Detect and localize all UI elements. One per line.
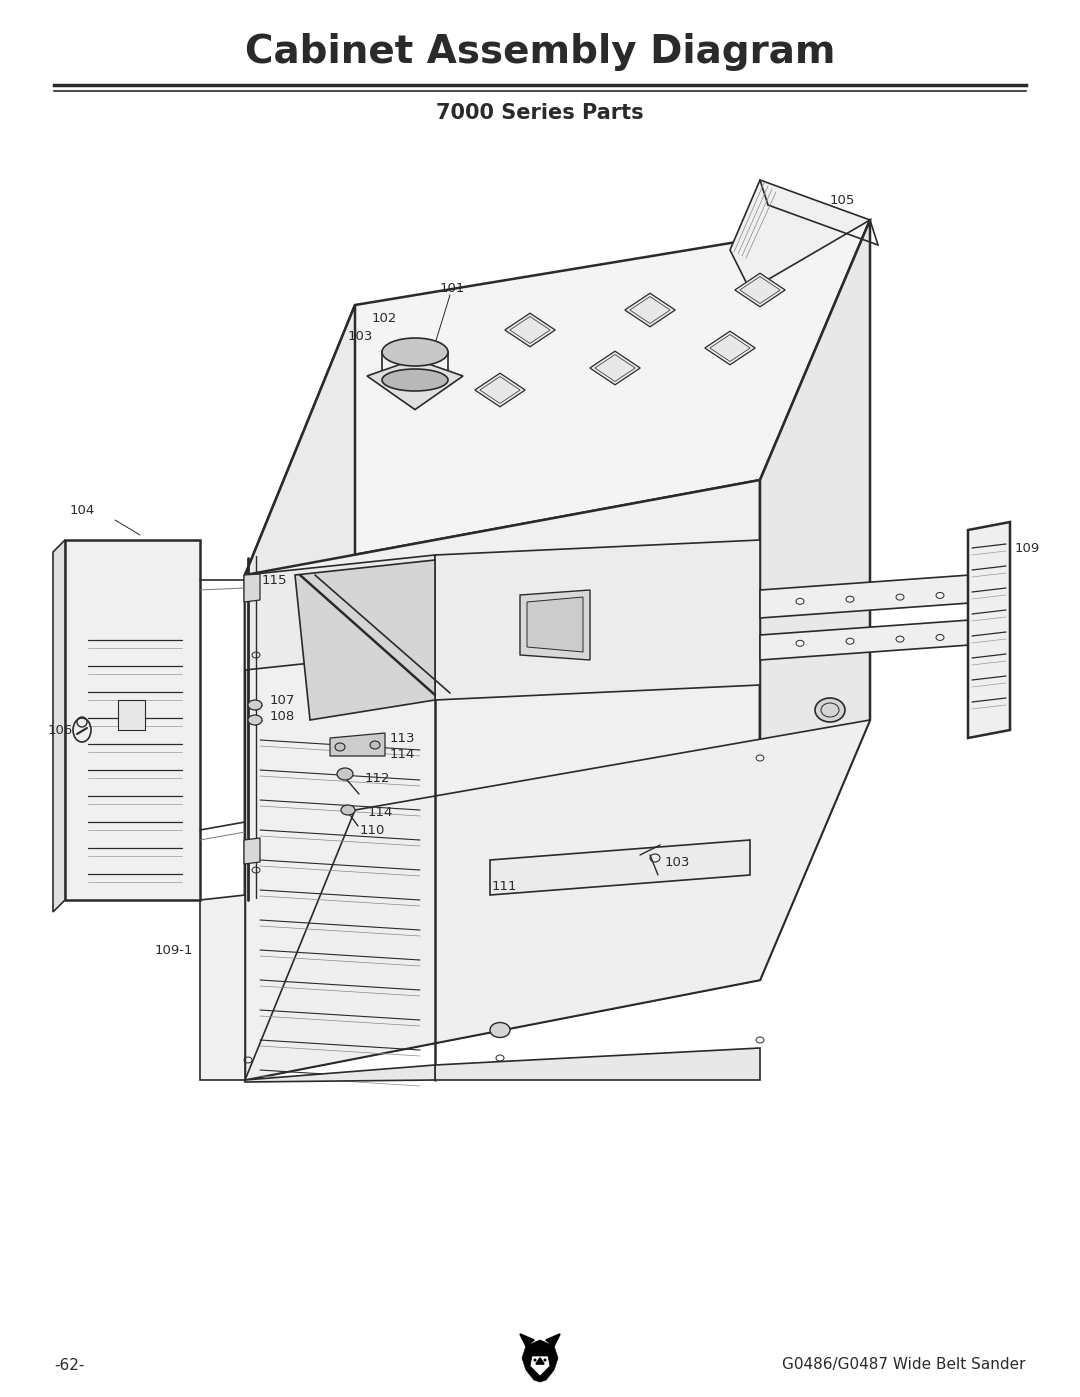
Text: 114: 114 (390, 747, 416, 760)
Polygon shape (490, 840, 750, 895)
Ellipse shape (248, 715, 262, 725)
Ellipse shape (815, 698, 845, 722)
Polygon shape (65, 541, 200, 900)
Polygon shape (522, 1340, 558, 1382)
Ellipse shape (337, 768, 353, 780)
Text: G0486/G0487 Wide Belt Sander: G0486/G0487 Wide Belt Sander (783, 1358, 1026, 1372)
Text: 7000 Series Parts: 7000 Series Parts (436, 103, 644, 123)
Text: 111: 111 (492, 880, 517, 893)
Text: 114: 114 (368, 806, 393, 819)
Text: 101: 101 (440, 282, 465, 295)
Polygon shape (245, 1065, 435, 1083)
Polygon shape (53, 541, 65, 912)
Polygon shape (519, 1334, 534, 1345)
Text: 104: 104 (70, 503, 95, 517)
Polygon shape (330, 733, 384, 756)
Text: 107: 107 (270, 693, 295, 707)
Ellipse shape (370, 740, 380, 749)
Ellipse shape (382, 338, 448, 366)
Ellipse shape (341, 805, 355, 814)
Polygon shape (590, 351, 640, 384)
Polygon shape (244, 574, 260, 602)
Text: 106: 106 (48, 724, 73, 736)
Polygon shape (245, 481, 760, 1080)
Polygon shape (245, 555, 435, 671)
Ellipse shape (534, 1358, 537, 1362)
Text: -62-: -62- (54, 1358, 84, 1372)
Polygon shape (519, 590, 590, 659)
Polygon shape (295, 560, 435, 719)
Polygon shape (475, 373, 525, 407)
Polygon shape (245, 305, 355, 1080)
Polygon shape (705, 331, 755, 365)
Polygon shape (760, 219, 870, 981)
Polygon shape (760, 620, 970, 659)
Text: 103: 103 (665, 856, 690, 869)
Text: 110: 110 (360, 823, 386, 837)
Polygon shape (530, 1356, 550, 1376)
Text: 112: 112 (365, 771, 391, 785)
Text: 103: 103 (348, 330, 374, 342)
Text: 113: 113 (390, 732, 416, 745)
Text: 115: 115 (262, 574, 287, 587)
Text: Cabinet Assembly Diagram: Cabinet Assembly Diagram (245, 34, 835, 71)
Polygon shape (734, 274, 785, 307)
Polygon shape (730, 180, 870, 291)
Polygon shape (536, 1358, 544, 1363)
Polygon shape (546, 1334, 561, 1345)
Ellipse shape (490, 1023, 510, 1038)
Polygon shape (760, 576, 970, 617)
Polygon shape (625, 293, 675, 327)
Polygon shape (504, 313, 555, 346)
Polygon shape (968, 522, 1010, 738)
Text: 102: 102 (372, 312, 397, 324)
Text: 109-1: 109-1 (156, 943, 193, 957)
Ellipse shape (335, 743, 345, 752)
Polygon shape (244, 838, 260, 863)
Polygon shape (245, 719, 870, 1080)
Polygon shape (435, 541, 760, 700)
Polygon shape (367, 359, 463, 409)
Polygon shape (527, 597, 583, 652)
Ellipse shape (248, 700, 262, 710)
Polygon shape (200, 895, 245, 1080)
Polygon shape (245, 219, 870, 576)
Text: 109: 109 (1015, 542, 1040, 555)
Polygon shape (435, 1048, 760, 1080)
Ellipse shape (382, 369, 448, 391)
Polygon shape (118, 700, 145, 731)
Ellipse shape (543, 1358, 546, 1362)
Text: 105: 105 (831, 194, 855, 207)
Text: 108: 108 (270, 710, 295, 722)
